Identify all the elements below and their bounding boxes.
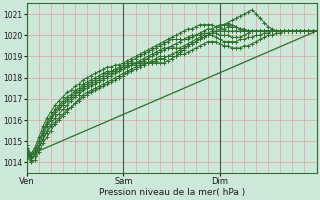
X-axis label: Pression niveau de la mer( hPa ): Pression niveau de la mer( hPa ) [99,188,245,197]
